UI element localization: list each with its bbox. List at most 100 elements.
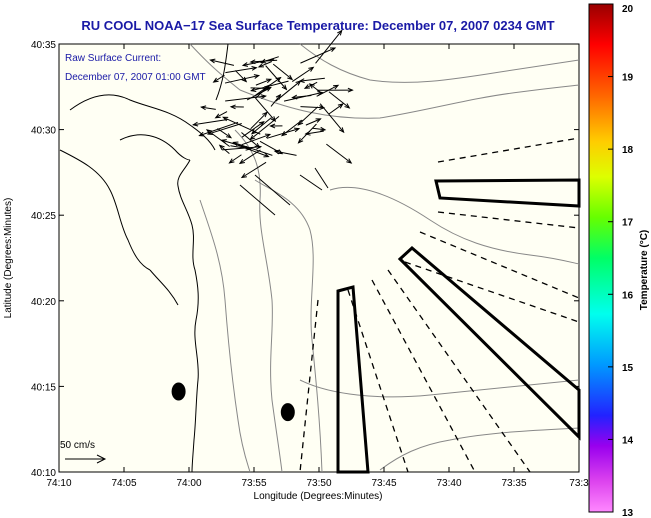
current-vector xyxy=(221,146,261,151)
current-vector xyxy=(242,58,275,66)
colorbar-tick-label: 18 xyxy=(622,145,634,156)
current-vector xyxy=(215,111,228,119)
current-vector-head xyxy=(241,62,249,67)
current-vector-head xyxy=(319,105,326,110)
radar-beam-box xyxy=(434,178,581,208)
current-vector xyxy=(225,95,266,102)
current-vector xyxy=(291,66,314,82)
current-vector-head xyxy=(270,116,277,123)
current-vector xyxy=(199,121,239,137)
y-tick-label: 40:25 xyxy=(31,211,56,222)
bathymetry-contour xyxy=(234,129,283,473)
current-vector xyxy=(217,128,232,139)
current-vector xyxy=(255,78,272,86)
current-vector-head xyxy=(200,105,207,111)
current-vector xyxy=(241,121,265,138)
current-vector xyxy=(304,81,318,89)
current-vector-head xyxy=(338,127,345,134)
current-vector xyxy=(305,130,324,135)
bathymetry-contour xyxy=(189,43,580,119)
current-vector-head xyxy=(264,133,272,139)
current-vector-head xyxy=(238,158,245,165)
colorbar-gradient xyxy=(588,3,614,513)
current-vector xyxy=(266,128,300,139)
current-vector xyxy=(250,59,278,63)
x-tick-label: 73:3 xyxy=(569,478,589,489)
radar-beam-box xyxy=(397,245,581,441)
current-vector xyxy=(210,59,235,66)
current-vector xyxy=(250,112,268,130)
scale-arrow xyxy=(65,454,107,464)
y-tick-label: 40:20 xyxy=(31,297,56,308)
current-vector-head xyxy=(297,120,304,126)
radar-dashed-line xyxy=(371,279,476,473)
current-vector xyxy=(300,106,324,109)
x-tick-label: 73:50 xyxy=(306,478,331,489)
radar-dashed-line xyxy=(387,269,531,473)
x-axis-ticks: 74:10 74:05 74:00 73:55 73:50 73:45 73:40 73:35… xyxy=(46,44,589,489)
y-axis-ticks: 40:10 40:15 40:20 40:25 40:30 40:35 xyxy=(31,40,579,479)
x-tick-label: 74:05 xyxy=(111,478,136,489)
x-tick-label: 73:45 xyxy=(371,478,396,489)
current-vector-head xyxy=(245,145,252,151)
current-vector-head xyxy=(262,111,268,118)
legend-line-1: Raw Surface Current: xyxy=(65,53,161,64)
bathymetry-contour xyxy=(199,199,251,473)
colorbar-tick-label: 16 xyxy=(622,290,634,301)
x-tick-label: 73:40 xyxy=(436,478,461,489)
current-vector-head xyxy=(205,129,212,135)
colorbar-ticks: 20 19 18 17 16 15 14 13 xyxy=(608,3,634,518)
current-vector-head xyxy=(257,62,264,68)
current-vector-head xyxy=(346,158,353,164)
colorbar-tick-label: 15 xyxy=(622,363,634,374)
current-vector-head xyxy=(273,149,280,155)
current-vector-head xyxy=(232,141,239,147)
current-vector-head xyxy=(251,66,258,71)
current-vector xyxy=(239,184,276,216)
current-vector xyxy=(255,77,281,96)
colorbar-tick-label: 14 xyxy=(622,435,634,446)
current-vector-head xyxy=(265,78,273,84)
bathymetry-contour xyxy=(254,179,323,473)
current-vectors xyxy=(191,29,354,216)
bathymetry-contour xyxy=(299,43,580,83)
current-vector xyxy=(255,97,276,122)
current-vector-head xyxy=(330,47,337,52)
current-vector-head xyxy=(212,77,219,83)
y-tick-label: 40:35 xyxy=(31,40,56,51)
current-vector-head xyxy=(320,126,327,132)
current-vector-head xyxy=(281,130,288,137)
current-vector-head xyxy=(317,91,324,96)
x-axis-label: Longitude (Degrees:Minutes) xyxy=(254,491,383,502)
scale-label: 50 cm/s xyxy=(60,440,95,451)
bathymetry-contour xyxy=(299,379,580,398)
current-vector xyxy=(250,87,269,90)
current-vector xyxy=(230,145,251,150)
station-marker xyxy=(171,382,186,401)
coastline-segment xyxy=(119,134,191,161)
current-vector-head xyxy=(264,85,271,91)
current-vector xyxy=(283,92,323,102)
current-vector-head xyxy=(249,59,256,65)
current-vector-head xyxy=(315,118,322,123)
radar-dashed-line xyxy=(299,299,319,473)
x-tick-label: 74:00 xyxy=(176,478,201,489)
current-vector-head xyxy=(263,152,270,158)
coastline-segment xyxy=(149,269,179,306)
current-vector xyxy=(239,149,261,164)
current-vector xyxy=(298,106,319,126)
y-tick-label: 40:30 xyxy=(31,126,56,137)
radar-dashed-line xyxy=(347,289,409,473)
current-vector xyxy=(225,67,257,74)
colorbar-tick-label: 20 xyxy=(622,4,634,15)
current-vector-head xyxy=(304,130,311,136)
current-vector xyxy=(265,65,287,90)
current-vector xyxy=(201,106,216,110)
coastline-segment xyxy=(177,159,199,473)
current-vector xyxy=(241,133,271,146)
current-vector xyxy=(328,103,344,115)
current-vector xyxy=(314,167,329,189)
current-vector xyxy=(241,161,267,178)
current-vector xyxy=(251,80,289,92)
